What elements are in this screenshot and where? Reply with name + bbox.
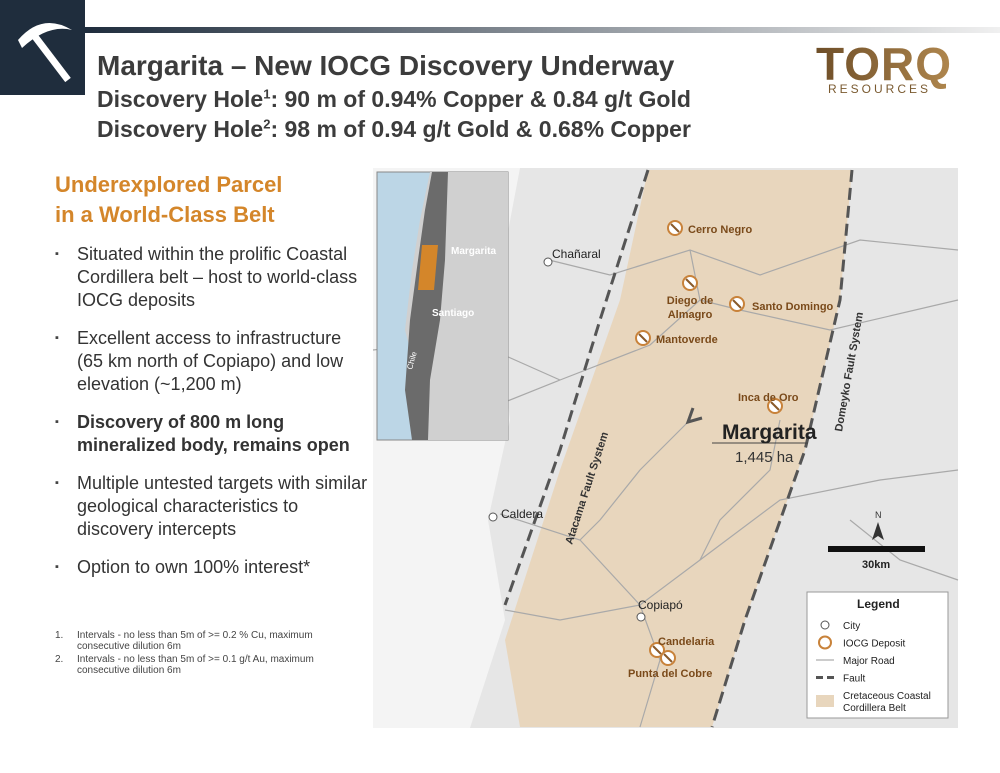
subtitle-text: : 90 m of 0.94% Copper & 0.84 g/t Gold bbox=[270, 86, 691, 112]
legend-label: Major Road bbox=[843, 656, 895, 667]
city-label: Caldera bbox=[501, 507, 543, 521]
superscript: 1 bbox=[263, 86, 271, 102]
city-marker bbox=[488, 512, 498, 522]
deposit-label: Punta del Cobre bbox=[628, 668, 712, 680]
city-label: Chañaral bbox=[552, 247, 601, 261]
project-icon bbox=[685, 407, 703, 425]
legend-title: Legend bbox=[857, 597, 900, 611]
inset-belt bbox=[418, 245, 438, 290]
north-arrow bbox=[872, 522, 884, 540]
deposit-pick bbox=[732, 299, 742, 309]
inset-chile bbox=[405, 172, 448, 440]
belt bbox=[505, 170, 852, 727]
legend-symbol bbox=[816, 695, 834, 707]
logo-name: TORQ bbox=[816, 38, 952, 90]
superscript: 2 bbox=[263, 116, 271, 132]
section-title-line: in a World-Class Belt bbox=[55, 202, 275, 227]
bullet: Excellent access to infrastructure (65 k… bbox=[55, 327, 370, 396]
title: Margarita – New IOCG Discovery Underway bbox=[97, 50, 675, 81]
deposit-pick bbox=[638, 333, 648, 343]
city-marker bbox=[636, 612, 646, 622]
deposit-pick bbox=[670, 223, 680, 233]
footnote: 2. Intervals - no less than 5m of >= 0.1 … bbox=[55, 654, 355, 676]
bullet: Multiple untested targets with similar g… bbox=[55, 472, 370, 541]
fault-lines bbox=[503, 169, 854, 728]
legend-symbol bbox=[818, 635, 832, 650]
bullet: Situated within the prolific Coastal Cor… bbox=[55, 243, 370, 312]
north-label: N bbox=[875, 510, 882, 520]
section-title: Underexplored Parcel in a World-Class Bel… bbox=[55, 170, 282, 230]
footnote-number: 1. bbox=[55, 630, 64, 641]
project-name: Margarita bbox=[722, 421, 817, 444]
pickaxe-handle bbox=[27, 27, 71, 83]
bullet: Option to own 100% interest* bbox=[55, 556, 370, 579]
footnotes: 1. Intervals - no less than 5m of >= 0.2 … bbox=[55, 630, 355, 678]
deposit-label: Almagro bbox=[668, 309, 713, 321]
subtitle: Discovery Hole1: 90 m of 0.94% Copper & … bbox=[97, 86, 691, 113]
inset-label: Margarita bbox=[451, 246, 496, 257]
bullet: Discovery of 800 m long mineralized body… bbox=[55, 411, 370, 457]
deposit-label: Cerro Negro bbox=[688, 224, 752, 236]
deposit-label: Candelaria bbox=[658, 636, 715, 648]
legend-label: Cretaceous Coastal bbox=[843, 691, 931, 702]
footnote-text: Intervals - no less than 5m of >= 0.1 g/… bbox=[77, 654, 314, 676]
subtitle-text: Discovery Hole bbox=[97, 116, 264, 142]
project-area: 1,445 ha bbox=[735, 449, 794, 466]
city-marker bbox=[543, 257, 553, 267]
deposit-pick bbox=[663, 653, 673, 663]
legend-label: Fault bbox=[843, 674, 865, 685]
deposit-label: Diego de bbox=[667, 295, 713, 307]
map bbox=[372, 168, 959, 728]
deposit-pick bbox=[770, 401, 780, 411]
section-title-line: Underexplored Parcel bbox=[55, 172, 283, 197]
inset-label: Santiago bbox=[432, 308, 474, 319]
subtitle: Discovery Hole2: 98 m of 0.94 g/t Gold &… bbox=[97, 116, 691, 143]
legend-label: IOCG Deposit bbox=[843, 639, 905, 650]
deposit-pick bbox=[685, 278, 695, 288]
legend-label: Cordillera Belt bbox=[843, 703, 906, 714]
deposit-pick bbox=[652, 645, 662, 655]
subtitle-text: Discovery Hole bbox=[97, 86, 264, 112]
deposit-label: Santo Domingo bbox=[752, 301, 834, 313]
deposit-label: Mantoverde bbox=[656, 334, 718, 346]
logo-tagline: RESOURCES bbox=[828, 82, 931, 96]
roads bbox=[372, 239, 959, 728]
header-bar bbox=[85, 27, 1000, 33]
footnote: 1. Intervals - no less than 5m of >= 0.2 … bbox=[55, 630, 355, 652]
scale-label: 30km bbox=[862, 559, 890, 571]
legend-label: City bbox=[843, 621, 860, 632]
legend-symbol bbox=[820, 620, 830, 630]
subtitle-text: : 98 m of 0.94 g/t Gold & 0.68% Copper bbox=[270, 116, 691, 142]
deposit-label: Inca de Oro bbox=[738, 392, 799, 404]
bullet-list: Situated within the prolific Coastal Cor… bbox=[55, 243, 370, 594]
footnote-number: 2. bbox=[55, 654, 64, 665]
footnote-text: Intervals - no less than 5m of >= 0.2 % … bbox=[77, 630, 313, 652]
city-label: Copiapó bbox=[638, 598, 683, 612]
